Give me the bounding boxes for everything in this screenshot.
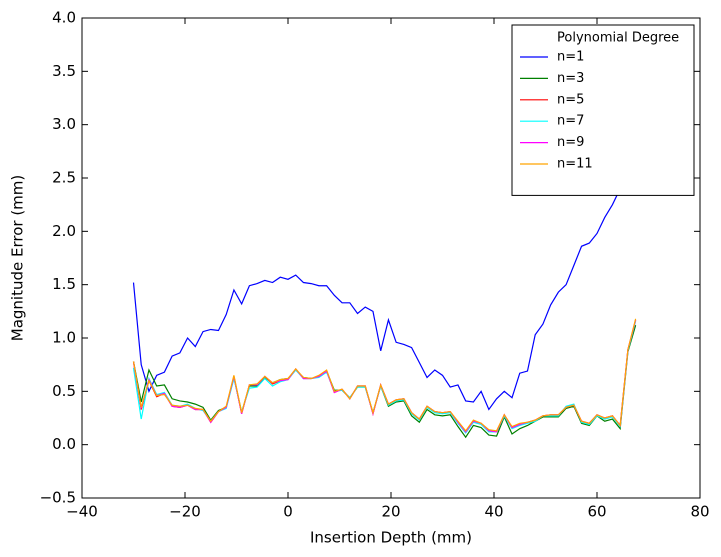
y-tick-label: 0.5 (52, 382, 76, 400)
legend-title: Polynomial Degree (557, 31, 679, 46)
legend-label: n=3 (557, 71, 584, 86)
legend-label: n=7 (557, 114, 584, 129)
x-tick-label: 40 (484, 503, 503, 521)
y-tick-label: 1.5 (52, 275, 76, 293)
x-axis-label: Insertion Depth (mm) (310, 529, 472, 547)
y-tick-label: 3.0 (52, 115, 76, 133)
x-tick-label: −40 (66, 503, 98, 521)
y-tick-label: 2.0 (52, 222, 76, 240)
y-tick-label: 4.0 (52, 9, 76, 27)
y-tick-label: −0.5 (40, 489, 76, 507)
legend-label: n=1 (557, 50, 584, 65)
x-tick-label: 0 (283, 503, 293, 521)
y-tick-label: 3.5 (52, 62, 76, 80)
legend-label: n=5 (557, 92, 584, 107)
x-tick-label: 20 (381, 503, 400, 521)
x-tick-label: −20 (169, 503, 201, 521)
y-axis-label: Magnitude Error (mm) (9, 175, 27, 342)
legend-label: n=9 (557, 135, 584, 150)
legend: Polynomial Degree n=1 n=3 n=5 n=7 n=9 n=11 (511, 24, 695, 196)
y-tick-label: 2.5 (52, 169, 76, 187)
series-line (132, 167, 629, 411)
legend-box (511, 24, 695, 196)
legend-label: n=11 (557, 157, 593, 172)
y-tick-label: 1.0 (52, 329, 76, 347)
x-tick-label: 80 (690, 503, 709, 521)
x-tick-label: 60 (587, 503, 606, 521)
y-tick-label: 0.0 (52, 435, 76, 453)
series-line (132, 318, 637, 432)
